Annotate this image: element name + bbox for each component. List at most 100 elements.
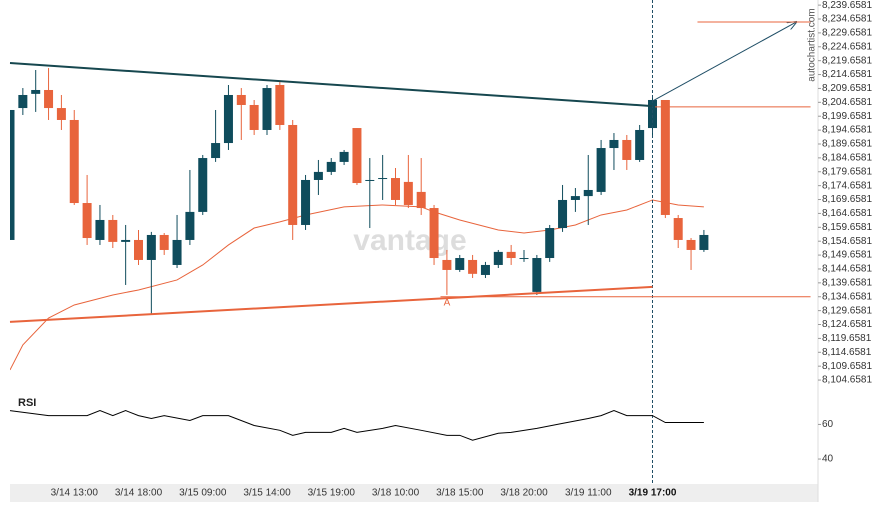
trend-line	[9, 285, 653, 323]
y-tick-label: 8,124.6581	[822, 319, 872, 330]
x-tick-label: 3/15 19:00	[308, 488, 356, 499]
moving-average	[10, 199, 704, 371]
candle-body	[609, 139, 619, 149]
candle-body	[249, 104, 259, 130]
y-tick-label: 8,119.6581	[822, 333, 872, 344]
candle-body	[455, 258, 465, 270]
y-tick-label: 8,189.6581	[822, 139, 872, 150]
candle-body	[468, 259, 478, 274]
y-tick-label: 8,114.6581	[822, 347, 872, 358]
candle-body	[596, 148, 606, 192]
y-tick-label: 8,109.6581	[822, 361, 872, 372]
x-tick-label: 3/19 17:00	[629, 488, 677, 499]
candle-body	[313, 171, 323, 180]
candle-body	[108, 219, 118, 242]
y-tick-label: 8,214.6581	[822, 69, 872, 80]
candle-body	[493, 251, 503, 265]
y-tick-label: 8,194.6581	[822, 125, 872, 136]
candle-body	[403, 181, 413, 205]
x-tick-label: 3/15 09:00	[179, 488, 227, 499]
y-tick-label: 8,154.6581	[822, 236, 872, 247]
rsi-line	[9, 410, 704, 441]
candle-body	[673, 218, 683, 240]
y-tick-label: 8,139.6581	[822, 277, 872, 288]
y-tick-label: 8,224.6581	[822, 41, 872, 52]
candle-body	[660, 99, 670, 215]
plot-area	[10, 68, 709, 371]
candle-body	[185, 211, 195, 240]
annotation: A	[444, 298, 451, 309]
candle-body	[519, 258, 529, 260]
candle-body	[56, 108, 66, 120]
y-tick-label: 8,204.6581	[822, 97, 872, 108]
y-tick-label: 8,144.6581	[822, 264, 872, 275]
rsi-label: RSI	[18, 397, 36, 409]
x-tick-label: 3/18 20:00	[500, 488, 548, 499]
rsi-tick-label: 40	[822, 454, 834, 465]
candle-body	[635, 129, 645, 160]
candle-body	[146, 234, 156, 260]
y-tick-label: 8,174.6581	[822, 180, 872, 191]
y-tick-label: 8,199.6581	[822, 111, 872, 122]
watermark: vantage	[353, 224, 466, 257]
y-tick-label: 8,149.6581	[822, 250, 872, 261]
x-tick-label: 3/18 10:00	[372, 488, 420, 499]
candle-body	[18, 94, 28, 109]
y-tick-label: 8,134.6581	[822, 291, 872, 302]
y-tick-label: 8,104.6581	[822, 375, 872, 386]
candle-body	[532, 258, 542, 292]
candle-body	[10, 109, 15, 240]
candle-body	[275, 84, 285, 125]
rsi-tick-label: 60	[822, 419, 834, 430]
x-tick-label: 3/14 18:00	[115, 488, 163, 499]
candle-body	[699, 234, 709, 250]
source-label: autochartist.com	[807, 8, 818, 81]
y-tick-label: 8,184.6581	[822, 153, 872, 164]
candle-body	[198, 158, 208, 212]
y-tick-label: 8,234.6581	[822, 14, 872, 25]
trend-line	[9, 62, 653, 108]
candle-body	[429, 208, 439, 259]
candle-body	[159, 234, 169, 250]
y-tick-label: 8,209.6581	[822, 83, 872, 94]
candle-body	[134, 239, 143, 260]
candle-body	[288, 124, 298, 225]
candle-body	[545, 228, 555, 259]
candle-body	[480, 264, 490, 275]
candle-body	[326, 161, 336, 172]
candle-body	[648, 99, 657, 129]
candle-body	[622, 139, 632, 160]
y-tick-label: 8,129.6581	[822, 305, 872, 316]
candle-body	[95, 219, 105, 240]
y-tick-label: 8,229.6581	[822, 28, 872, 39]
candle-body	[339, 151, 349, 162]
x-tick-label: 3/19 11:00	[565, 488, 612, 499]
candle-body	[31, 89, 41, 94]
candle-body	[558, 199, 568, 229]
candle-body	[352, 128, 362, 184]
candle-body	[172, 239, 182, 265]
candle-body	[570, 196, 580, 200]
candle-body	[686, 239, 696, 250]
candle-body	[506, 251, 516, 259]
y-tick-label: 8,239.6581	[822, 0, 872, 11]
candle-body	[416, 191, 426, 209]
candle-body	[44, 89, 54, 109]
candle-body	[121, 239, 131, 242]
y-tick-label: 8,159.6581	[822, 222, 872, 233]
candle-body	[365, 179, 375, 181]
candle-body	[301, 179, 311, 225]
candle-body	[223, 94, 233, 144]
candle-body	[378, 178, 388, 180]
y-tick-label: 8,179.6581	[822, 166, 872, 177]
x-tick-label: 3/18 15:00	[436, 488, 484, 499]
y-tick-label: 8,219.6581	[822, 55, 872, 66]
candle-body	[236, 94, 246, 105]
candle-body	[82, 203, 92, 239]
candle-body	[262, 88, 272, 130]
trend-line	[652, 22, 797, 102]
candle-body	[211, 143, 221, 159]
candle-body	[442, 259, 452, 270]
x-tick-label: 3/14 13:00	[51, 488, 99, 499]
